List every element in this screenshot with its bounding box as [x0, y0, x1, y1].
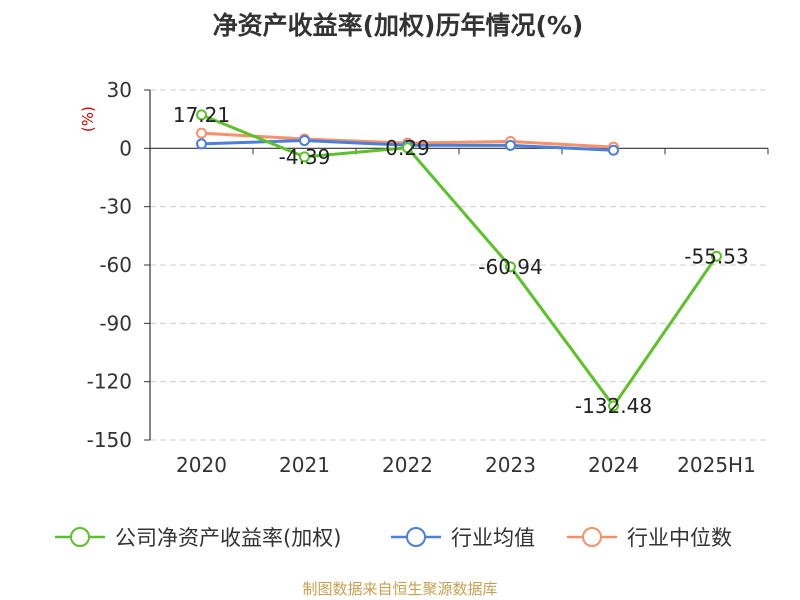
data-point — [711, 250, 722, 262]
y-tick-label: 0 — [119, 136, 132, 160]
data-point — [505, 261, 516, 273]
series-lines — [196, 109, 722, 412]
source-note: 制图数据来自恒生聚源数据库 — [302, 580, 497, 598]
data-point — [608, 400, 619, 412]
legend: 公司净资产收益率(加权) 行业均值 行业中位数 — [55, 526, 732, 550]
data-point — [299, 151, 310, 163]
y-tick-labels: 30 0 -30 -60 -90 -120 -150 — [87, 78, 132, 452]
chart-title: 净资产收益率(加权)历年情况(%) — [213, 11, 584, 40]
x-tick-label: 2021 — [279, 453, 330, 477]
x-tick-labels: 2020 2021 2022 2023 2024 2025H1 — [176, 453, 756, 477]
data-label: -60.94 — [478, 255, 542, 279]
legend-swatch-marker — [582, 527, 602, 547]
grid-lines — [150, 89, 768, 441]
data-point — [608, 144, 619, 156]
series-line-0 — [200, 113, 718, 408]
data-point — [196, 138, 207, 150]
data-label: -55.53 — [684, 244, 748, 268]
legend-swatch-marker — [406, 527, 426, 547]
y-tick-label: -60 — [99, 253, 132, 277]
x-tick-label: 2024 — [588, 453, 639, 477]
data-point — [402, 142, 413, 154]
data-labels: 17.21 -4.39 0.29 -60.94 -132.48 -55.53 — [173, 103, 749, 418]
data-label: -132.48 — [575, 394, 652, 418]
axes — [144, 89, 769, 441]
data-point — [299, 135, 310, 147]
data-label: 17.21 — [173, 103, 230, 127]
data-label: -4.39 — [279, 145, 331, 169]
data-point — [196, 127, 207, 139]
y-tick-label: -90 — [99, 311, 132, 335]
data-label: 0.29 — [385, 136, 430, 160]
x-tick-label: 2025H1 — [677, 453, 756, 477]
data-point — [196, 109, 207, 121]
y-axis-label: (%) — [79, 106, 97, 132]
x-tick-label: 2020 — [176, 453, 227, 477]
legend-label: 行业均值 — [451, 526, 535, 550]
data-point — [505, 139, 516, 151]
y-tick-label: -150 — [87, 428, 132, 452]
legend-label: 行业中位数 — [627, 526, 732, 550]
y-tick-label: 30 — [107, 78, 132, 102]
legend-label: 公司净资产收益率(加权) — [115, 526, 341, 550]
legend-swatch-marker — [70, 527, 90, 547]
x-tick-label: 2023 — [485, 453, 536, 477]
y-tick-label: -120 — [87, 370, 132, 394]
x-tick-label: 2022 — [382, 453, 433, 477]
y-tick-label: -30 — [99, 195, 132, 219]
